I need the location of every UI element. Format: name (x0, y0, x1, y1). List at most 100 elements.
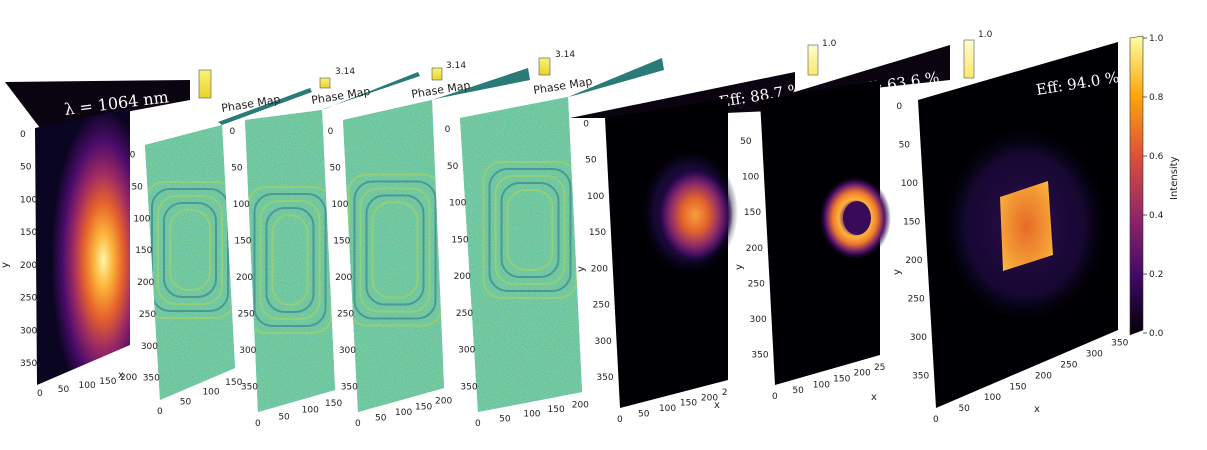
phase-fringe (371, 201, 419, 299)
phase-panel-band (568, 58, 664, 97)
output-y-tick: 250 (593, 301, 610, 311)
phase-y-tick: 100 (133, 214, 150, 224)
phase-x-tick: 0 (475, 419, 481, 429)
phase-cbar-max: 3.14 (555, 50, 575, 60)
phase-y-tick: 350 (341, 382, 358, 392)
phase-fringe (265, 207, 315, 313)
phase-y-tick: 300 (458, 346, 475, 356)
output-2-cbar-max: 1.0 (978, 30, 993, 40)
colorbar-tick-label: 0.0 (1149, 329, 1164, 339)
input-x-tick: 100 (79, 381, 96, 391)
input-y-tick: 100 (20, 195, 37, 205)
gaussian-beam-image (35, 108, 130, 385)
phase-y-tick: 0 (130, 151, 136, 161)
phase-y-tick: 100 (331, 200, 348, 210)
phase-x-tick: 50 (180, 397, 192, 407)
phase-y-tick: 200 (335, 273, 352, 283)
phase-map-title: Phase Map (310, 85, 371, 107)
output-x-tick: 200 (1035, 371, 1052, 381)
output-y-tick: 250 (908, 294, 925, 304)
phase-y-tick: 200 (137, 278, 154, 288)
output-x-tick: 100 (813, 380, 830, 390)
output-2-colorbar (963, 39, 975, 79)
phase-panel-3: Phase Map3.14050100150200250300350050100… (328, 61, 530, 429)
input-x-tick: 150 (99, 377, 116, 387)
phase-fringe (359, 187, 431, 313)
output-x-tick: 200 (701, 393, 718, 403)
input-y-ticks: 0 50 100 150 200 250 300 350 (20, 130, 37, 369)
phase-fringe (500, 182, 560, 278)
phase-x-tick: 100 (302, 406, 319, 416)
output-x-tick: 50 (638, 410, 650, 420)
output-2-donut-hole (843, 201, 871, 235)
phase-specks (460, 97, 582, 412)
phase-colorbar (538, 57, 551, 76)
output-x-tick: 250 (1060, 360, 1077, 370)
output-y-tick: 300 (595, 337, 612, 347)
output-1-cbar-max: 1.0 (822, 39, 837, 49)
output-y-tick: 200 (905, 256, 922, 266)
phase-fringe (353, 180, 437, 320)
phase-x-tick: 200 (572, 400, 589, 410)
intensity-colorbar-label: Intensity (1169, 156, 1180, 200)
output-y-tick: 300 (750, 315, 767, 325)
phase-colorbar (198, 69, 212, 99)
output-1-label-band (570, 72, 795, 118)
phase-y-tick: 250 (139, 310, 156, 320)
output-1-colorbar (807, 44, 819, 76)
phase-x-tick: 50 (499, 414, 511, 424)
output-y-tick: 100 (901, 179, 918, 189)
phase-x-tick: 200 (435, 397, 452, 407)
output-y-tick: 350 (912, 371, 929, 381)
input-y-tick: 250 (20, 294, 37, 304)
phase-y-tick: 150 (451, 235, 468, 245)
phase-y-tick: 200 (236, 273, 253, 283)
phase-map-texture (145, 125, 235, 400)
output-x-tick: 100 (984, 393, 1001, 403)
phase-fringe (169, 209, 211, 291)
phase-fringe (163, 202, 217, 298)
intensity-colorbar-ticks: 1.0 0.8 0.6 0.4 0.2 0.0 (1143, 34, 1164, 339)
phase-map-panels: Phase Map 0 50 100 150 200 250 300 350 0 50 100 150 P… (130, 50, 664, 429)
input-x-tick: 50 (58, 385, 70, 395)
phase-map-title: Phase Map (532, 75, 593, 97)
phase-fringe (253, 193, 327, 327)
input-x-axis-label: x (118, 370, 124, 381)
output-y-tick: 350 (596, 373, 613, 383)
output-y-tick: 0 (738, 101, 744, 111)
output-y-tick: 100 (742, 173, 759, 183)
phase-y-tick: 350 (241, 382, 258, 392)
output-x-tick: 150 (1009, 382, 1026, 392)
input-y-axis-label: y (0, 262, 11, 268)
intensity-colorbar-fill (1129, 35, 1144, 336)
phase-x-tick: 0 (355, 419, 361, 429)
colorbar-tick-label: 0.6 (1149, 152, 1164, 162)
phase-map-texture (343, 100, 444, 412)
output-y-tick: 150 (903, 217, 920, 227)
output-y-tick: 150 (744, 208, 761, 218)
phase-y-tick: 150 (135, 246, 152, 256)
phase-map-texture (460, 97, 582, 412)
phase-y-tick: 300 (339, 346, 356, 356)
input-y-tick: 300 (20, 326, 37, 336)
output-x-tick: 0 (933, 415, 939, 425)
output-y-tick: 350 (751, 351, 768, 361)
output-x-tick: 2 (722, 388, 728, 398)
phase-cbar-max: 3.14 (446, 61, 466, 71)
phase-x-tick: 150 (325, 399, 342, 409)
phase-panel-band (322, 72, 420, 110)
phase-y-tick: 250 (456, 309, 473, 319)
phase-cbar-max: 3.14 (335, 67, 355, 77)
output-1-y-axis-label: y (576, 266, 587, 272)
phase-specks (145, 125, 235, 400)
output-2-y-axis-label: y (734, 264, 745, 270)
output-2-image-bg (760, 80, 880, 385)
output-y-tick: 200 (746, 244, 763, 254)
output-x-tick: 300 (1086, 350, 1103, 360)
output-y-tick: 50 (585, 156, 597, 166)
phase-y-tick: 50 (131, 182, 143, 192)
output-panel-1: Eff: 88.7 % 1.0 y x (570, 39, 837, 411)
output-x-tick: 50 (958, 404, 970, 414)
